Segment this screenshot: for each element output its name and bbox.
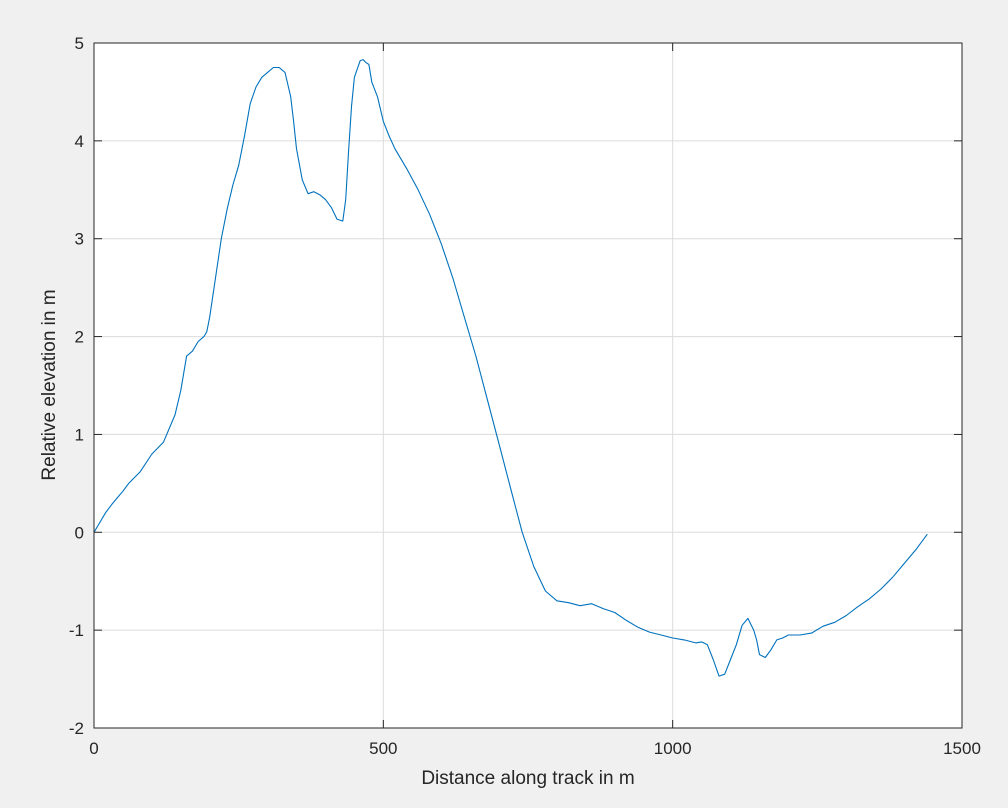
series-layer xyxy=(93,59,928,677)
tick-marks xyxy=(93,42,963,729)
x-tick-label: 1500 xyxy=(943,739,981,758)
x-tick-label: 0 xyxy=(89,739,98,758)
plot-area xyxy=(94,43,962,728)
grid xyxy=(93,42,963,729)
y-tick-label: 5 xyxy=(75,34,84,53)
y-tick-label: -2 xyxy=(69,719,84,738)
y-tick-labels: -2 -1 0 1 2 3 4 5 xyxy=(69,34,84,738)
y-tick-label: 2 xyxy=(75,328,84,347)
elevation-line xyxy=(93,59,928,677)
y-tick-label: 1 xyxy=(75,425,84,444)
y-tick-label: 4 xyxy=(75,132,84,151)
x-tick-labels: 0 500 1000 1500 xyxy=(89,739,981,758)
x-axis-label: Distance along track in m xyxy=(421,768,634,789)
y-tick-label: 0 xyxy=(75,523,84,542)
y-axis-label: Relative elevation in m xyxy=(39,289,60,480)
y-tick-label: -1 xyxy=(69,621,84,640)
x-tick-label: 500 xyxy=(369,739,397,758)
y-tick-label: 3 xyxy=(75,230,84,249)
plot-frame xyxy=(93,42,963,729)
x-tick-label: 1000 xyxy=(654,739,692,758)
